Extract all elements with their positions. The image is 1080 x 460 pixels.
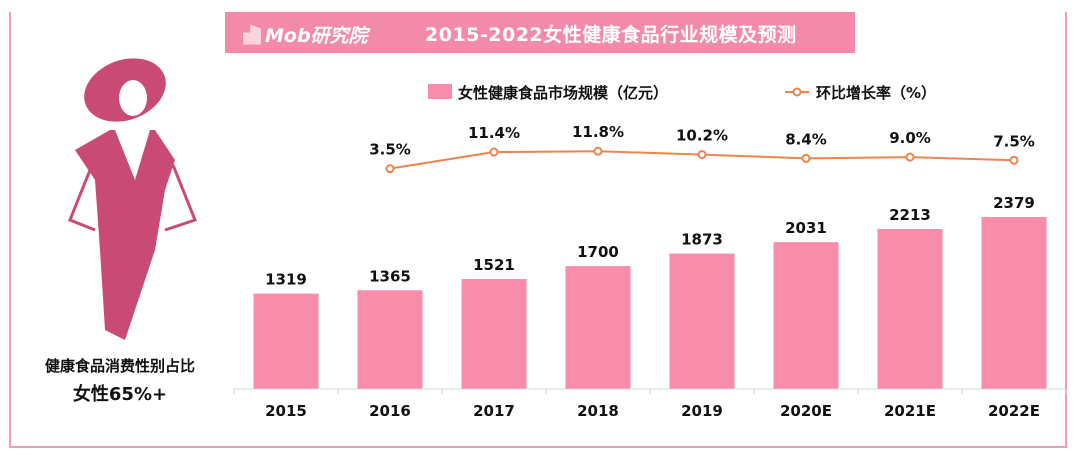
growth-point-2016 — [385, 164, 395, 174]
growth-point-2019 — [697, 150, 707, 160]
growth-label-2018: 11.8% — [572, 123, 624, 141]
growth-label-2017: 11.4% — [468, 124, 520, 142]
bar-2019 — [669, 253, 735, 389]
bar-2017 — [461, 279, 527, 389]
legend: 女性健康食品市场规模（亿元） 环比增长率（%） — [428, 84, 936, 102]
growth-label-2016: 3.5% — [369, 141, 411, 159]
bar-2015 — [253, 293, 319, 389]
growth-point-2018 — [593, 146, 603, 156]
gender-caption: 健康食品消费性别占比 — [44, 357, 195, 375]
x-tick-label-2015: 2015 — [265, 402, 307, 420]
growth-label-2021E: 9.0% — [889, 129, 931, 147]
title-bar: Mob研究院 2015-2022女性健康食品行业规模及预测 — [225, 12, 855, 53]
growth-label-2019: 10.2% — [676, 127, 728, 145]
bar-label-2020E: 2031 — [785, 219, 827, 237]
bar-label-2021E: 2213 — [889, 206, 931, 224]
logo-text: Mob研究院 — [265, 25, 368, 47]
bar-2022E — [981, 217, 1047, 389]
bar-label-2019: 1873 — [681, 231, 723, 249]
legend-bar-label: 女性健康食品市场规模（亿元） — [458, 84, 668, 102]
growth-point-2020E — [801, 153, 811, 163]
x-tick-label-2022E: 2022E — [988, 402, 1040, 420]
page-title: 2015-2022女性健康食品行业规模及预测 — [425, 24, 797, 46]
growth-point-2022E — [1009, 155, 1019, 165]
growth-point-2021E — [905, 152, 915, 162]
bar-2021E — [877, 229, 943, 389]
legend-line-marker — [792, 87, 802, 97]
female-share: 女性65%+ — [72, 384, 168, 405]
x-tick-label-2016: 2016 — [369, 402, 411, 420]
growth-label-2020E: 8.4% — [785, 130, 827, 148]
x-tick-label-2018: 2018 — [577, 402, 619, 420]
legend-bar-swatch — [428, 84, 452, 99]
growth-point-2017 — [489, 147, 499, 157]
bar-2020E — [773, 242, 839, 389]
bar-label-2015: 1319 — [265, 271, 307, 289]
bar-label-2022E: 2379 — [993, 194, 1035, 212]
bar-2018 — [565, 266, 631, 389]
legend-line-label: 环比增长率（%） — [816, 84, 936, 102]
growth-label-2022E: 7.5% — [993, 132, 1035, 150]
x-tick-label-2020E: 2020E — [780, 402, 832, 420]
woman-illustration — [68, 58, 197, 340]
x-tick-label-2017: 2017 — [473, 402, 515, 420]
logo: Mob研究院 — [243, 21, 368, 48]
x-tick-label-2021E: 2021E — [884, 402, 936, 420]
bar-label-2016: 1365 — [369, 267, 411, 285]
content-frame — [9, 12, 1067, 448]
bar-2016 — [357, 290, 423, 389]
bar-label-2017: 1521 — [473, 256, 515, 274]
bar-label-2018: 1700 — [577, 243, 619, 261]
x-tick-label-2019: 2019 — [681, 402, 723, 420]
